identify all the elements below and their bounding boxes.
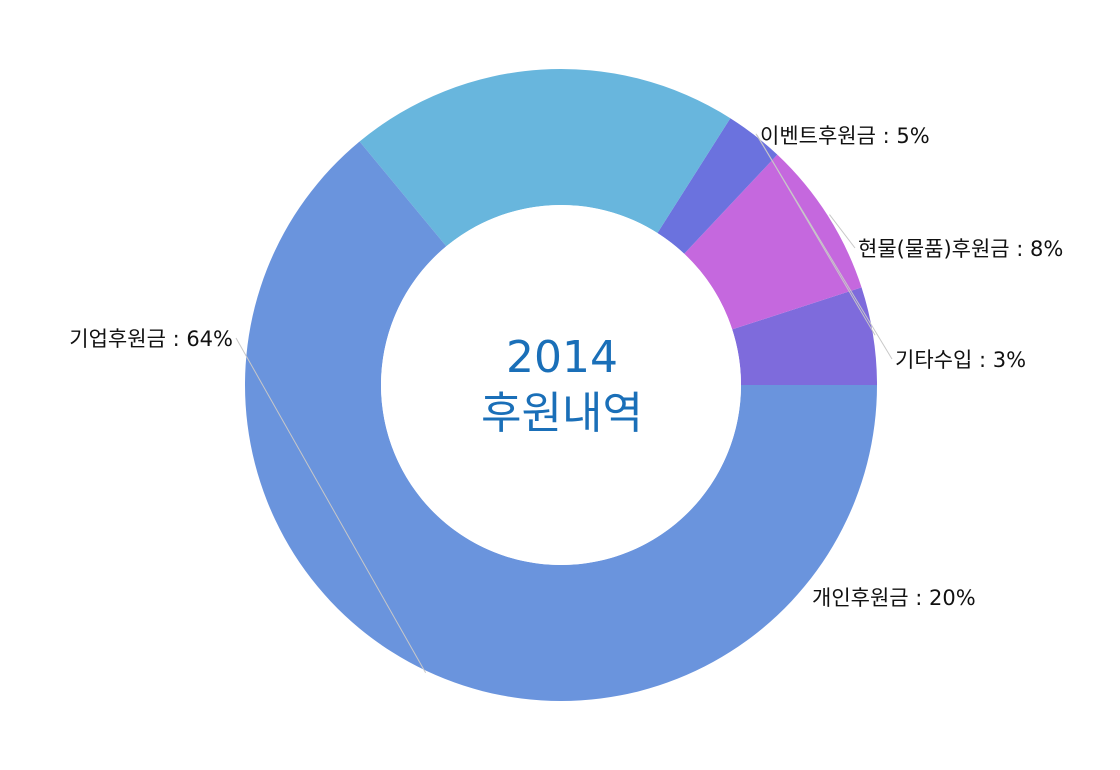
slice-label-4: 개인후원금 : 20% [812, 586, 976, 610]
center-title-text: 후원내역 [481, 388, 643, 439]
leader-line-5 [235, 337, 427, 673]
slice-label-5: 기업후원금 : 64% [69, 327, 233, 351]
slice-5 [245, 141, 877, 701]
leader-line-2 [829, 214, 856, 249]
slice-label-3: 기타수입 : 3% [895, 348, 1026, 372]
slice-4 [359, 69, 731, 247]
chart-labels: 이벤트후원금 : 5% 현물(물품)후원금 : 8% 기타수입 : 3% 개인후원금 … [69, 124, 1063, 610]
chart-leader-lines [235, 133, 893, 673]
leader-line-3 [755, 133, 893, 360]
slice-3 [657, 118, 778, 254]
slice-label-1: 이벤트후원금 : 5% [760, 124, 930, 148]
slice-label-2: 현물(물품)후원금 : 8% [858, 237, 1063, 261]
donut-hole [381, 205, 741, 565]
chart-slices [245, 69, 877, 701]
slice-1 [732, 287, 877, 385]
center-title-year: 2014 [506, 332, 618, 383]
slice-2 [684, 154, 862, 330]
